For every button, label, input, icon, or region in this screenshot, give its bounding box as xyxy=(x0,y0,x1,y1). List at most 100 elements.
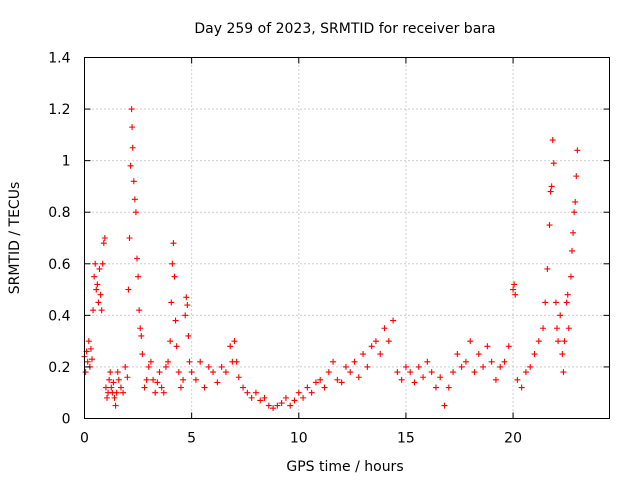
data-point xyxy=(170,240,177,247)
y-axis-title: SRMTID / TECUs xyxy=(7,182,23,295)
data-point xyxy=(265,402,272,409)
data-point xyxy=(411,379,418,386)
data-point xyxy=(330,358,337,365)
data-point xyxy=(547,188,554,195)
data-point xyxy=(185,332,192,339)
data-point xyxy=(91,273,98,280)
y-tick-label: 1 xyxy=(62,154,71,170)
data-point xyxy=(561,338,568,345)
data-point xyxy=(257,397,264,404)
data-point xyxy=(201,384,208,391)
data-point xyxy=(93,286,100,293)
data-point xyxy=(175,369,182,376)
data-point xyxy=(518,384,525,391)
data-point xyxy=(150,376,157,383)
y-tick-label: 0.2 xyxy=(48,360,70,376)
data-point xyxy=(454,351,461,358)
data-point xyxy=(129,124,136,131)
data-point xyxy=(312,379,319,386)
data-point xyxy=(510,286,517,293)
data-point xyxy=(172,317,179,324)
data-point xyxy=(381,325,388,332)
data-point xyxy=(135,273,142,280)
data-point xyxy=(394,369,401,376)
data-point xyxy=(85,338,92,345)
data-point xyxy=(134,255,140,262)
y-tick-label: 0.4 xyxy=(48,308,70,324)
data-point xyxy=(186,358,193,365)
data-point xyxy=(295,389,302,396)
data-point xyxy=(101,235,108,241)
data-point xyxy=(570,229,577,236)
data-point xyxy=(125,286,132,293)
x-tick-label: 15 xyxy=(397,431,415,447)
data-point xyxy=(167,338,174,345)
data-point xyxy=(117,384,124,391)
x-tick-label: 0 xyxy=(80,431,89,447)
data-point xyxy=(321,384,328,391)
data-point xyxy=(84,358,91,365)
data-point xyxy=(572,198,579,205)
data-point xyxy=(113,389,120,396)
y-tick-label: 0 xyxy=(62,412,71,428)
data-point xyxy=(165,358,172,365)
data-point xyxy=(92,260,99,267)
data-point xyxy=(154,379,161,386)
data-point xyxy=(197,358,204,365)
data-point xyxy=(445,384,452,391)
data-point xyxy=(126,235,133,241)
data-point xyxy=(205,363,212,370)
data-point xyxy=(462,358,469,365)
data-point xyxy=(574,147,581,154)
data-point xyxy=(304,384,311,391)
data-point xyxy=(169,260,176,267)
data-point xyxy=(127,162,134,169)
data-point xyxy=(278,400,285,407)
data-point xyxy=(559,351,566,358)
data-point xyxy=(188,369,195,376)
data-point xyxy=(222,369,229,376)
data-point xyxy=(141,384,148,391)
data-point xyxy=(115,376,122,383)
data-point xyxy=(90,307,97,314)
data-point xyxy=(512,291,519,298)
data-point xyxy=(274,402,281,409)
data-point xyxy=(571,209,578,216)
data-point xyxy=(317,376,324,383)
data-point xyxy=(111,394,118,401)
data-point xyxy=(420,374,427,381)
data-point xyxy=(100,240,107,247)
data-point xyxy=(138,332,145,339)
data-point xyxy=(94,281,101,288)
data-point xyxy=(308,389,315,396)
data-point xyxy=(97,291,104,298)
data-point xyxy=(130,178,137,185)
data-point xyxy=(270,405,277,412)
data-point xyxy=(162,363,169,370)
data-point xyxy=(569,247,575,254)
data-point xyxy=(334,376,341,383)
data-point xyxy=(240,384,247,391)
data-point xyxy=(564,291,571,298)
data-point xyxy=(548,183,555,190)
y-tick-label: 0.6 xyxy=(48,257,70,273)
data-point xyxy=(549,137,556,144)
data-point xyxy=(168,299,175,306)
data-point xyxy=(467,338,474,345)
data-point xyxy=(152,389,159,396)
y-tick-label: 1.4 xyxy=(48,51,70,67)
x-axis-title: GPS time / hours xyxy=(286,459,403,475)
data-point xyxy=(132,209,139,216)
data-point xyxy=(233,358,240,365)
data-point xyxy=(287,402,294,409)
data-point xyxy=(550,160,557,167)
data-point xyxy=(360,351,367,358)
y-tick-label: 0.8 xyxy=(48,205,70,221)
data-point xyxy=(98,307,105,314)
data-point xyxy=(139,351,146,358)
data-point xyxy=(522,369,529,376)
x-tick-label: 10 xyxy=(290,431,308,447)
data-point xyxy=(342,363,349,370)
data-point xyxy=(192,376,199,383)
data-point xyxy=(428,369,435,376)
